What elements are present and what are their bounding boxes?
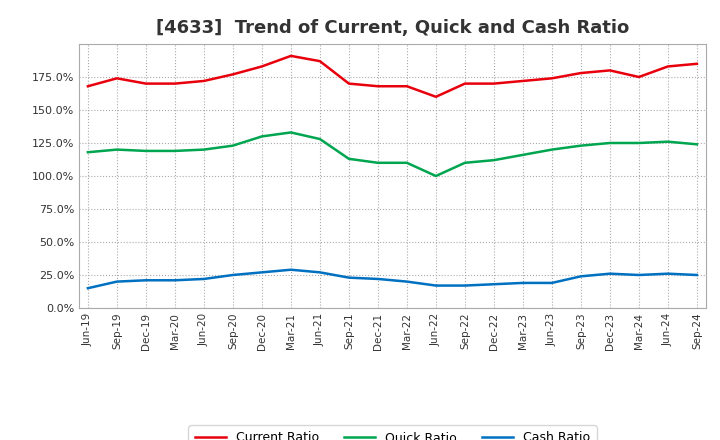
Quick Ratio	[431, 173, 440, 179]
Cash Ratio	[84, 286, 92, 291]
Cash Ratio	[228, 272, 237, 278]
Quick Ratio	[577, 143, 585, 148]
Current Ratio	[577, 70, 585, 76]
Line: Current Ratio: Current Ratio	[88, 56, 697, 97]
Quick Ratio	[402, 160, 411, 165]
Quick Ratio	[112, 147, 121, 152]
Legend: Current Ratio, Quick Ratio, Cash Ratio: Current Ratio, Quick Ratio, Cash Ratio	[188, 425, 597, 440]
Cash Ratio	[634, 272, 643, 278]
Current Ratio	[634, 74, 643, 80]
Current Ratio	[287, 53, 295, 59]
Quick Ratio	[315, 136, 324, 142]
Current Ratio	[112, 76, 121, 81]
Current Ratio	[315, 59, 324, 64]
Line: Quick Ratio: Quick Ratio	[88, 132, 697, 176]
Quick Ratio	[693, 142, 701, 147]
Cash Ratio	[490, 282, 498, 287]
Cash Ratio	[112, 279, 121, 284]
Quick Ratio	[84, 150, 92, 155]
Current Ratio	[664, 64, 672, 69]
Cash Ratio	[664, 271, 672, 276]
Cash Ratio	[142, 278, 150, 283]
Cash Ratio	[345, 275, 354, 280]
Current Ratio	[142, 81, 150, 86]
Cash Ratio	[258, 270, 266, 275]
Cash Ratio	[606, 271, 614, 276]
Cash Ratio	[548, 280, 557, 286]
Cash Ratio	[518, 280, 527, 286]
Quick Ratio	[199, 147, 208, 152]
Quick Ratio	[142, 148, 150, 154]
Quick Ratio	[258, 134, 266, 139]
Current Ratio	[431, 94, 440, 99]
Quick Ratio	[664, 139, 672, 144]
Quick Ratio	[518, 152, 527, 158]
Cash Ratio	[693, 272, 701, 278]
Current Ratio	[693, 61, 701, 66]
Title: [4633]  Trend of Current, Quick and Cash Ratio: [4633] Trend of Current, Quick and Cash …	[156, 19, 629, 37]
Quick Ratio	[548, 147, 557, 152]
Cash Ratio	[171, 278, 179, 283]
Current Ratio	[490, 81, 498, 86]
Quick Ratio	[345, 156, 354, 161]
Cash Ratio	[431, 283, 440, 288]
Quick Ratio	[171, 148, 179, 154]
Cash Ratio	[577, 274, 585, 279]
Current Ratio	[171, 81, 179, 86]
Line: Cash Ratio: Cash Ratio	[88, 270, 697, 288]
Cash Ratio	[402, 279, 411, 284]
Quick Ratio	[634, 140, 643, 146]
Current Ratio	[258, 64, 266, 69]
Current Ratio	[228, 72, 237, 77]
Quick Ratio	[461, 160, 469, 165]
Current Ratio	[84, 84, 92, 89]
Cash Ratio	[287, 267, 295, 272]
Cash Ratio	[199, 276, 208, 282]
Quick Ratio	[490, 158, 498, 163]
Current Ratio	[402, 84, 411, 89]
Current Ratio	[374, 84, 382, 89]
Current Ratio	[345, 81, 354, 86]
Quick Ratio	[606, 140, 614, 146]
Current Ratio	[518, 78, 527, 84]
Quick Ratio	[374, 160, 382, 165]
Current Ratio	[461, 81, 469, 86]
Quick Ratio	[287, 130, 295, 135]
Current Ratio	[606, 68, 614, 73]
Current Ratio	[199, 78, 208, 84]
Quick Ratio	[228, 143, 237, 148]
Current Ratio	[548, 76, 557, 81]
Cash Ratio	[374, 276, 382, 282]
Cash Ratio	[315, 270, 324, 275]
Cash Ratio	[461, 283, 469, 288]
